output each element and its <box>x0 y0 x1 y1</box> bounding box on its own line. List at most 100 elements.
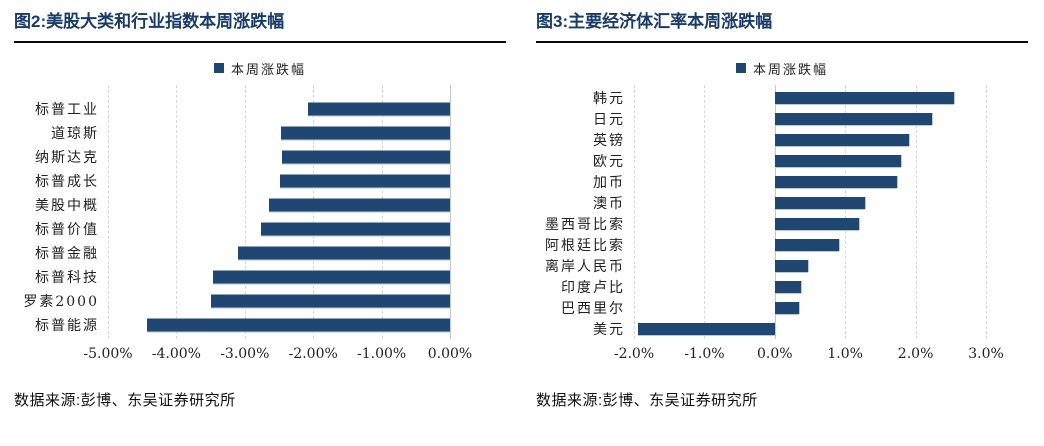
bar <box>774 175 898 188</box>
bar-track <box>634 234 986 255</box>
x-tick-label: -1.00% <box>356 346 407 362</box>
figure-3-panel: 图3:主要经济体汇率本周涨跌幅 本周涨跌幅 韩元日元 英镑 欧元加币澳币墨西哥比索阿… <box>522 0 1044 410</box>
chart-row: 标普工业 <box>14 97 506 121</box>
x-tick-label: 3.0% <box>968 346 1004 362</box>
category-label: 标普成长 <box>35 174 99 190</box>
plot-rows: 标普工业道琼斯纳斯达克标普成长美股中概标普价值标普金融标普科技罗素2000 标普能… <box>14 85 506 339</box>
bar <box>774 280 801 293</box>
bar <box>212 270 450 284</box>
figure-2-title: 图2:美股大类和行业指数本周涨跌幅 <box>14 12 285 31</box>
bar-track <box>634 108 986 129</box>
chart-row: 标普能源 <box>14 313 506 337</box>
bar <box>269 198 450 212</box>
x-tick-label: -3.00% <box>220 346 270 362</box>
bar-track <box>108 289 450 313</box>
gridline <box>986 85 987 339</box>
gridline <box>244 85 246 339</box>
x-axis: -2.0% -1.0% 0.0% 1.0% 2.0% 3.0% <box>614 339 1004 365</box>
bar-track <box>108 121 450 145</box>
x-tick-label: 1.0% <box>827 346 863 362</box>
plot-rows: 韩元日元 英镑 欧元加币澳币墨西哥比索阿根廷比索离岸人民币印度卢比 巴西里尔 美元 <box>536 85 1028 339</box>
category-label: 离岸人民币 <box>545 258 625 275</box>
chart-row: 欧元 <box>536 150 1028 171</box>
category-label: 标普价值 <box>35 222 99 238</box>
category-label: 韩元 <box>593 90 625 107</box>
gridline <box>774 85 776 339</box>
bar-track <box>634 255 986 276</box>
chart-row: 英镑 <box>536 129 1028 150</box>
bar-track <box>634 318 986 339</box>
bar <box>774 259 808 272</box>
chart-row: 离岸人民币 <box>536 255 1028 276</box>
bar-track <box>634 276 986 297</box>
chart-area: 韩元日元 英镑 欧元加币澳币墨西哥比索阿根廷比索离岸人民币印度卢比 巴西里尔 美元 <box>536 85 1028 339</box>
bar <box>211 294 450 308</box>
x-tick-label: -2.0% <box>613 346 655 362</box>
bar <box>774 133 910 146</box>
legend-label: 本周涨跌幅 <box>752 62 828 78</box>
chart-row: 加币 <box>536 171 1028 192</box>
bar <box>281 126 450 140</box>
x-axis: -5.00% -4.00% -3.00% -2.00% -1.00% 0.00% <box>83 339 472 365</box>
category-label: 标普能源 <box>35 318 99 334</box>
bar <box>308 102 450 116</box>
category-label: 道琼斯 <box>51 126 99 142</box>
legend-label: 本周涨跌幅 <box>230 62 306 78</box>
gridline <box>845 85 847 339</box>
chart-row: 罗素2000 <box>14 289 506 313</box>
category-label: 标普金融 <box>35 246 99 262</box>
bar-track <box>108 169 450 193</box>
report-figures: 图2:美股大类和行业指数本周涨跌幅 本周涨跌幅 标普工业道琼斯纳斯达克标普成长美… <box>14 0 1044 410</box>
bar-track <box>108 265 450 289</box>
chart-row: 美元 <box>536 318 1028 339</box>
category-label: 美股中概 <box>35 198 99 214</box>
bar <box>281 150 450 164</box>
bar <box>774 217 860 230</box>
data-source-note: 数据来源:彭博、东吴证券研究所 <box>14 392 236 409</box>
category-label: 标普科技 <box>35 270 99 286</box>
chart-row: 韩元 <box>536 87 1028 108</box>
x-axis-row: -5.00% -4.00% -3.00% -2.00% -1.00% 0.00% <box>14 339 506 365</box>
x-tick-label: 2.0% <box>897 346 934 362</box>
x-tick-label: -1.0% <box>684 346 725 362</box>
category-label: 加币 <box>593 174 625 191</box>
chart-row: 标普成长 <box>14 169 506 193</box>
legend: 本周涨跌幅 <box>536 59 1028 78</box>
category-label: 墨西哥比索 <box>545 216 625 233</box>
bar-track <box>108 145 450 169</box>
bar-track <box>108 97 450 121</box>
category-label: 印度卢比 <box>561 279 625 296</box>
category-label: 纳斯达克 <box>35 150 99 166</box>
bar <box>774 238 839 251</box>
bar <box>261 222 450 236</box>
x-tick-label: 0.0% <box>757 346 793 362</box>
bar-track <box>108 217 450 241</box>
grid-layer <box>108 85 451 339</box>
chart-row: 标普价值 <box>14 217 506 241</box>
gridline <box>450 85 451 339</box>
title-divider <box>14 41 506 43</box>
chart-row: 印度卢比 <box>536 276 1028 297</box>
gridline <box>704 85 706 339</box>
chart-area: 标普工业道琼斯纳斯达克标普成长美股中概标普价值标普金融标普科技罗素2000 标普能… <box>14 85 506 339</box>
bar-track <box>634 192 986 213</box>
title-divider <box>536 41 1028 43</box>
figure-3-title: 图3:主要经济体汇率本周涨跌幅 <box>536 12 773 31</box>
bar-track <box>634 171 986 192</box>
gridline <box>634 85 635 339</box>
category-label: 澳币 <box>593 195 625 212</box>
chart-row: 美股中概 <box>14 193 506 217</box>
bar <box>279 174 450 188</box>
category-label: 日元 <box>593 111 625 128</box>
bar <box>774 91 955 104</box>
x-tick-label: 0.00% <box>427 346 473 362</box>
chart-row: 日元 <box>536 108 1028 129</box>
category-label: 阿根廷比索 <box>545 237 625 254</box>
chart-row: 巴西里尔 <box>536 297 1028 318</box>
bar-track <box>634 129 986 150</box>
chart-row: 墨西哥比索 <box>536 213 1028 234</box>
category-label: 罗素2000 <box>23 294 99 310</box>
x-tick-label: -4.00% <box>151 346 201 362</box>
gridline <box>176 85 178 339</box>
bar-track <box>108 193 450 217</box>
